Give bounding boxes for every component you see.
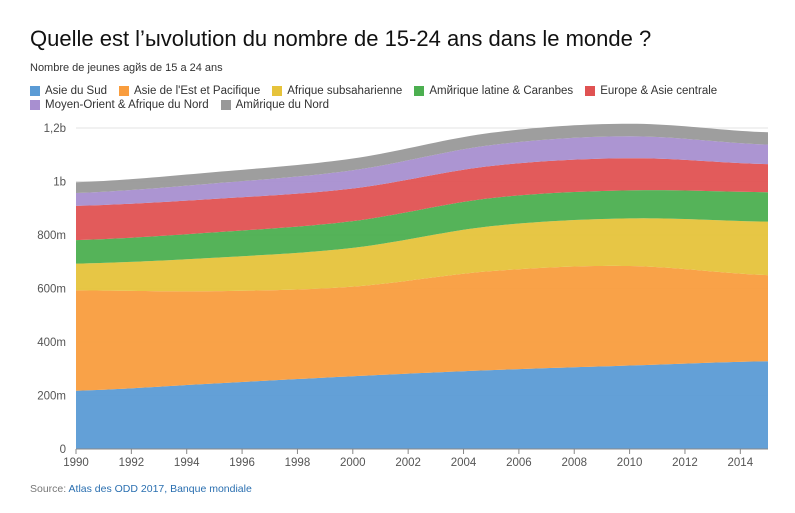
y-tick-label: 400m <box>37 337 66 349</box>
x-tick-label: 1994 <box>174 457 200 469</box>
legend-label: Asie du Sud <box>45 85 108 97</box>
x-tick-label: 2008 <box>561 457 587 469</box>
x-tick-label: 2002 <box>395 457 421 469</box>
y-tick-label: 600m <box>37 284 66 296</box>
legend-label: Europe & Asie centrale <box>600 85 718 97</box>
y-tick-label: 800m <box>37 230 66 242</box>
legend-label: Asie de l'Est et Pacifique <box>134 85 261 97</box>
area-series-moyen-orient-afrique-du-nord <box>76 136 768 206</box>
x-tick-label: 2010 <box>617 457 643 469</box>
y-tick-label: 1b <box>53 177 66 189</box>
chart-title: Quelle est l’ыvolution du nombre de 15-2… <box>30 26 652 51</box>
chart-subtitle: Nombre de jeunes agйs de 15 a 24 ans <box>30 62 223 74</box>
legend-row-2: Moyen-Orient & Afrique du Nord Amйrique … <box>30 98 790 112</box>
legend-swatch <box>272 86 283 96</box>
x-tick-label: 1990 <box>63 457 89 469</box>
area-series-afrique-subsaharienne <box>76 218 768 292</box>
legend-label: Amйrique du Nord <box>235 99 329 111</box>
x-tick-label: 2006 <box>506 457 532 469</box>
legend-item-europe-asie-centrale[interactable]: Europe & Asie centrale <box>585 85 717 97</box>
area-series-europe-asie-centrale <box>76 158 768 241</box>
legend-swatch <box>414 86 425 96</box>
x-tick-label: 2000 <box>340 457 366 469</box>
legend-swatch <box>119 86 130 96</box>
y-tick-label: 200m <box>37 391 66 403</box>
legend-swatch <box>30 100 40 110</box>
legend-item-asie-est-pacifique[interactable]: Asie de l'Est et Pacifique <box>119 85 260 97</box>
x-tick-label: 1996 <box>229 457 255 469</box>
area-series-am-rique-latine-caranbes <box>76 190 768 264</box>
x-tick-label: 1998 <box>285 457 311 469</box>
legend-item-moyen-orient[interactable]: Moyen-Orient & Afrique du Nord <box>30 99 209 111</box>
x-tick-label: 2004 <box>451 457 477 469</box>
source-prefix: Source: <box>30 483 67 495</box>
legend-swatch <box>220 100 231 110</box>
source-line: Source: Atlas des ODD 2017, Banque mondi… <box>30 483 252 495</box>
legend: Asie du Sud Asie de l'Est et Pacifique A… <box>30 84 790 112</box>
area-series-asie-de-l-est-et-pacifique <box>76 265 768 391</box>
x-tick-label: 2014 <box>728 457 754 469</box>
x-tick-label: 2012 <box>672 457 698 469</box>
legend-item-asie-du-sud[interactable]: Asie du Sud <box>30 85 107 97</box>
legend-item-amerique-latine[interactable]: Amйrique latine & Caranbes <box>414 85 573 97</box>
legend-row-1: Asie du Sud Asie de l'Est et Pacifique A… <box>30 84 790 98</box>
legend-item-afrique-subsaharienne[interactable]: Afrique subsaharienne <box>272 85 402 97</box>
legend-label: Afrique subsaharienne <box>287 85 403 97</box>
legend-swatch <box>585 86 596 96</box>
x-tick-label: 1992 <box>119 457 145 469</box>
legend-label: Moyen-Orient & Afrique du Nord <box>45 99 209 111</box>
legend-item-amerique-du-nord[interactable]: Amйrique du Nord <box>220 99 329 111</box>
legend-label: Amйrique latine & Caranbes <box>429 85 574 97</box>
source-link[interactable]: Atlas des ODD 2017, Banque mondiale <box>68 483 252 495</box>
area-series-asie-du-sud <box>76 361 768 449</box>
legend-swatch <box>30 86 40 96</box>
y-tick-label: 0 <box>60 444 66 456</box>
area-series-am-rique-du-nord <box>76 123 768 193</box>
y-tick-label: 1,2b <box>44 123 66 135</box>
